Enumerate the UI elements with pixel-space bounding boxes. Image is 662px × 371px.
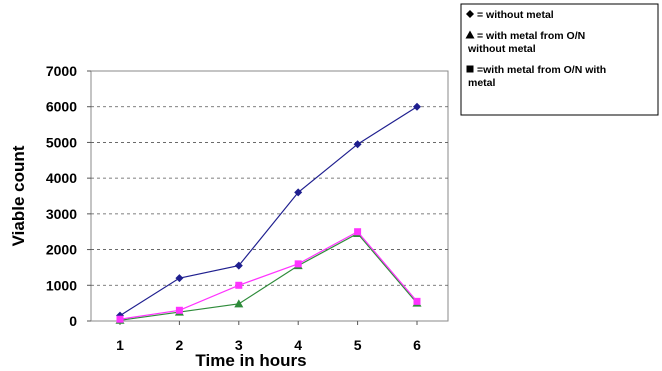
x-tick-label: 6 [413,337,421,353]
data-point [414,298,421,305]
y-tick-label: 4000 [46,170,77,186]
legend-entry-text: without metal [467,43,536,55]
x-tick-label: 5 [354,337,362,353]
data-point [295,260,302,267]
y-tick-label: 3000 [46,206,77,222]
y-axis-ticks: 0 1000 2000 3000 4000 5000 6000 7000 [46,63,91,329]
data-point [117,316,124,323]
legend-entry-text: =with metal from O/N with [477,64,606,76]
y-tick-label: 6000 [46,99,77,115]
y-tick-label: 1000 [46,277,77,293]
x-tick-label: 2 [176,337,184,353]
y-tick-label: 7000 [46,63,77,79]
legend-entry-text: = without metal [477,9,554,21]
legend: = without metal = with metal from O/Nwith… [461,4,658,115]
legend-entry-text: metal [468,77,496,89]
x-tick-label: 1 [116,337,124,353]
data-point [176,307,183,314]
y-tick-label: 0 [69,313,77,329]
y-tick-label: 5000 [46,134,77,150]
legend-square-icon [467,66,474,73]
y-tick-label: 2000 [46,242,77,258]
data-point [235,282,242,289]
x-axis-title: Time in hours [195,351,306,370]
data-point [354,228,361,235]
legend-entry-text: = with metal from O/N [477,30,585,42]
y-axis-title: Viable count [9,145,28,246]
